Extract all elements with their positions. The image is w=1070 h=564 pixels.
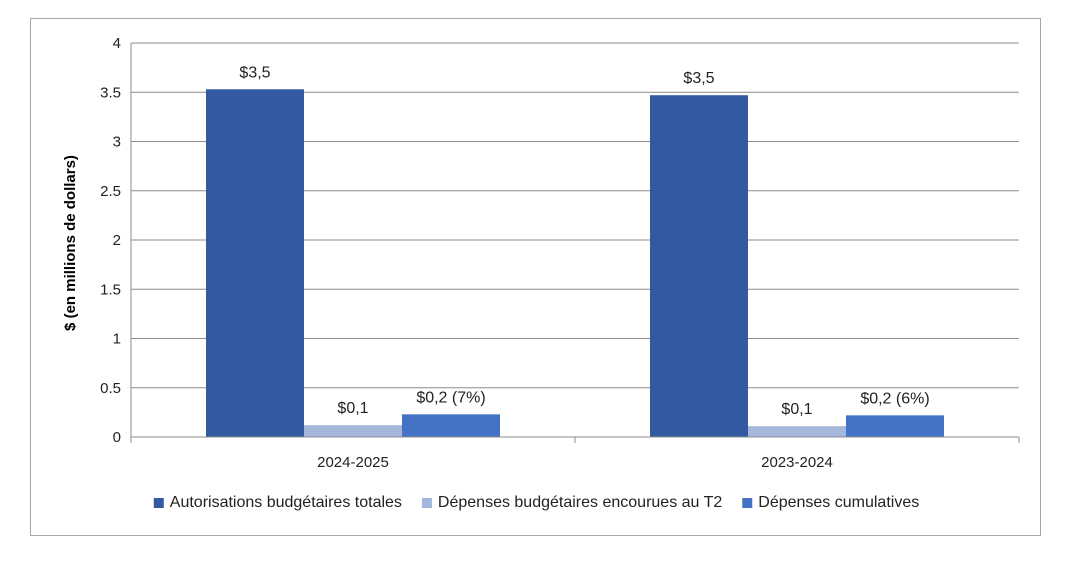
legend-label: Dépenses budgétaires encourues au T2 [438,494,722,511]
legend-label: Autorisations budgétaires totales [170,494,402,511]
y-tick-label: 1.5 [100,281,121,298]
data-label: $0,2 (6%) [860,390,929,407]
y-tick-label: 3 [113,134,121,151]
x-tick-label: 2023-2024 [761,454,833,471]
legend-swatch [421,498,432,508]
y-tick-label: 2 [113,232,121,249]
legend-swatch [153,498,164,508]
legend: Autorisations budgétaires totales Dépense… [153,494,919,511]
y-tick-label: 3.5 [100,84,121,101]
bar [206,89,304,438]
bar [402,414,500,437]
chart-frame: 0 0.5 1 1.5 2 2.5 3 3.5 4 2024-2025 2023-2024 $3,5… [30,18,1041,536]
y-tick-label: 0 [113,429,121,446]
data-label: $3,5 [239,64,270,81]
bar-chart: 0 0.5 1 1.5 2 2.5 3 3.5 4 2024-2025 2023-2024 $3,5… [62,35,1020,511]
data-label: $0,1 [781,401,812,418]
data-label: $0,2 (7%) [416,389,485,406]
data-label: $0,1 [337,400,368,417]
bar [748,426,846,437]
y-tick-label: 1 [113,331,121,348]
data-label: $3,5 [683,70,714,87]
bar [304,425,402,437]
data-labels: $3,5 $0,1 $0,2 (7%) $3,5 $0,1 $0,2 (6%) [239,64,929,418]
y-tick-label: 2.5 [100,183,121,200]
y-tick-label: 0.5 [100,380,121,397]
legend-item: Dépenses cumulatives [742,494,919,511]
legend-swatch [742,498,753,508]
legend-label: Dépenses cumulatives [758,494,919,511]
bars [206,89,944,438]
y-axis-label: $ (en millions de dollars) [62,155,79,331]
bar [846,415,944,437]
y-tick-label: 4 [113,35,121,52]
bar [650,95,748,437]
legend-item: Autorisations budgétaires totales [153,494,402,511]
legend-item: Dépenses budgétaires encourues au T2 [421,494,722,511]
axes: 0 0.5 1 1.5 2 2.5 3 3.5 4 2024-2025 2023-2024 [100,35,1020,471]
x-tick-label: 2024-2025 [317,454,389,471]
